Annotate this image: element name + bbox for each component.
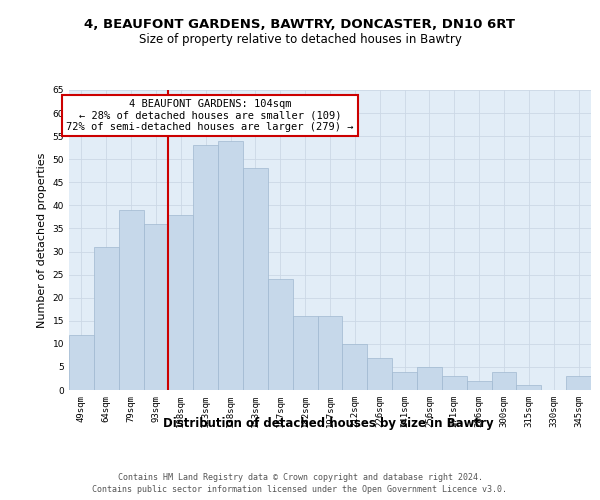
Bar bbox=[193, 146, 218, 390]
Bar bbox=[467, 381, 491, 390]
Bar bbox=[169, 214, 193, 390]
Y-axis label: Number of detached properties: Number of detached properties bbox=[37, 152, 47, 328]
Bar bbox=[392, 372, 417, 390]
Text: Size of property relative to detached houses in Bawtry: Size of property relative to detached ho… bbox=[139, 32, 461, 46]
Bar bbox=[293, 316, 317, 390]
Bar bbox=[343, 344, 367, 390]
Text: Contains public sector information licensed under the Open Government Licence v3: Contains public sector information licen… bbox=[92, 485, 508, 494]
Bar bbox=[317, 316, 343, 390]
Bar bbox=[491, 372, 517, 390]
Bar bbox=[566, 376, 591, 390]
Bar bbox=[517, 386, 541, 390]
Bar bbox=[243, 168, 268, 390]
Bar bbox=[143, 224, 169, 390]
Bar bbox=[367, 358, 392, 390]
Bar bbox=[442, 376, 467, 390]
Bar bbox=[417, 367, 442, 390]
Text: Distribution of detached houses by size in Bawtry: Distribution of detached houses by size … bbox=[163, 418, 494, 430]
Text: 4, BEAUFONT GARDENS, BAWTRY, DONCASTER, DN10 6RT: 4, BEAUFONT GARDENS, BAWTRY, DONCASTER, … bbox=[85, 18, 515, 30]
Text: Contains HM Land Registry data © Crown copyright and database right 2024.: Contains HM Land Registry data © Crown c… bbox=[118, 472, 482, 482]
Bar bbox=[119, 210, 143, 390]
Bar bbox=[218, 141, 243, 390]
Bar bbox=[69, 334, 94, 390]
Bar bbox=[94, 247, 119, 390]
Text: 4 BEAUFONT GARDENS: 104sqm
← 28% of detached houses are smaller (109)
72% of sem: 4 BEAUFONT GARDENS: 104sqm ← 28% of deta… bbox=[66, 99, 353, 132]
Bar bbox=[268, 279, 293, 390]
